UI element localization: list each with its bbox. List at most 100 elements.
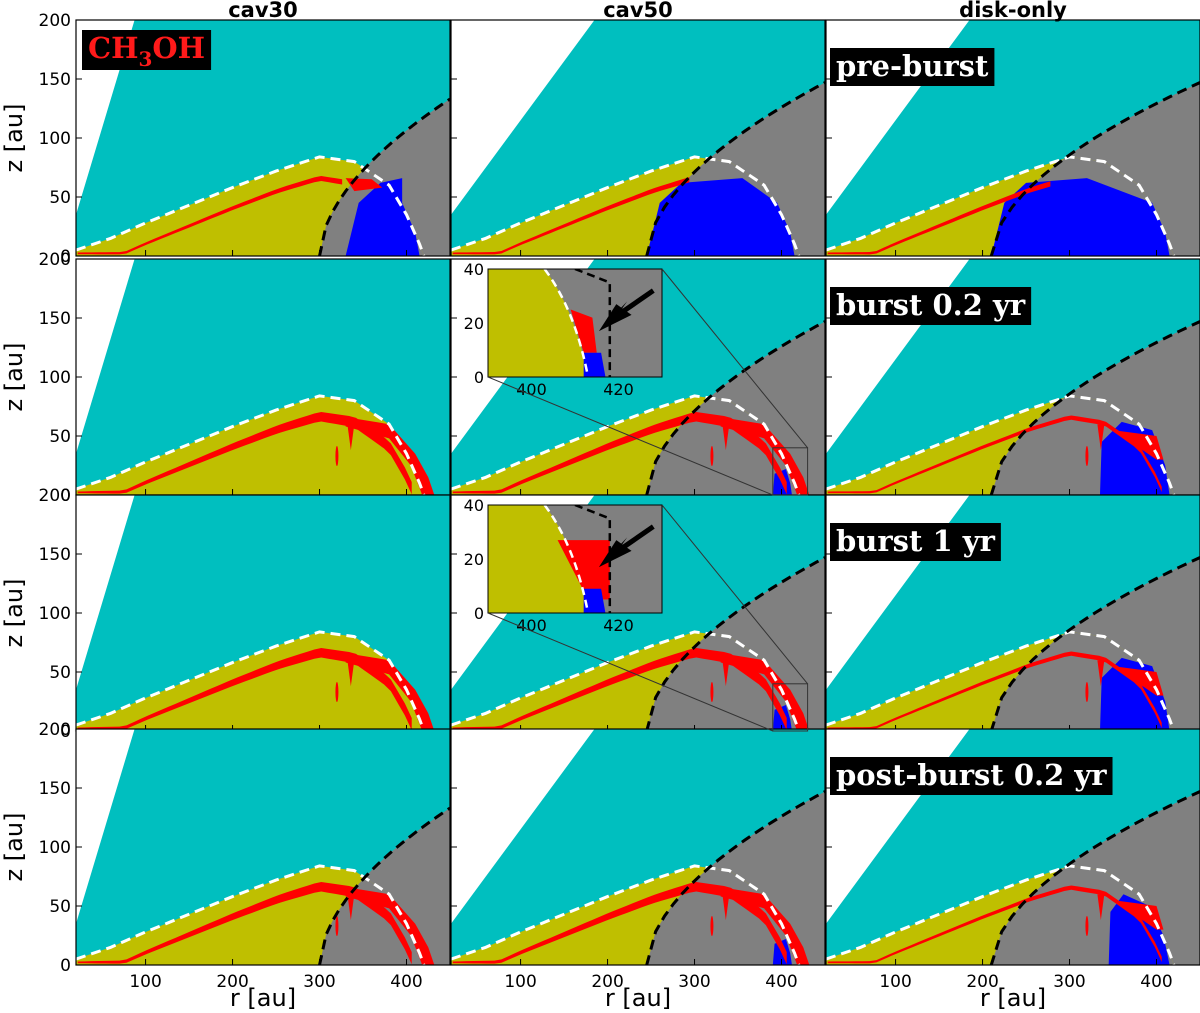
- column-title-0: cav30: [228, 0, 298, 22]
- x-tick-label: 400: [765, 972, 797, 992]
- panel-r0-c1: [450, 19, 826, 257]
- cavity-boundary-line: [645, 320, 825, 495]
- ice-region: [345, 178, 420, 256]
- x-tick-label: 200: [966, 972, 998, 992]
- inset-ice: [583, 588, 606, 613]
- y-tick-label: 100: [39, 604, 71, 624]
- methanol-rim: [720, 887, 810, 965]
- methanol-spike: [347, 424, 355, 451]
- methanol-band: [827, 181, 1051, 255]
- methanol-rim: [1113, 666, 1164, 696]
- methanol-spike: [1085, 916, 1089, 937]
- y-tick-label: 0: [60, 722, 71, 742]
- x-tick-label: 300: [1053, 972, 1085, 992]
- cavity-boundary-line: [645, 790, 825, 965]
- row-tag-3: post-burst 0.2 yr: [836, 758, 1107, 792]
- disk-surface-line: [76, 864, 426, 965]
- panel-r2-c0: 0 50 100 150 200: [39, 486, 451, 742]
- methanol-rim: [345, 653, 435, 731]
- inset-x-tick-label: 400: [516, 616, 547, 635]
- inset-ice: [583, 352, 606, 377]
- methanol-rim: [1113, 900, 1164, 930]
- row-tag-2: burst 1 yr: [836, 524, 996, 558]
- inset-frame: [487, 268, 663, 378]
- methanol-spike: [722, 894, 730, 921]
- cavity-region: [76, 259, 135, 454]
- cavity-boundary-line: [645, 81, 825, 256]
- inset-arrow-head: [598, 540, 632, 568]
- cavity-region: [451, 729, 595, 924]
- methanol-rim: [345, 417, 435, 495]
- y-tick-label: 0: [60, 956, 71, 976]
- ice-region: [1108, 894, 1170, 965]
- x-tick-label: 400: [1140, 972, 1172, 992]
- inset-x-tick-label: 420: [603, 380, 634, 399]
- disk-surface-line: [451, 864, 801, 965]
- inset-x-tick-label: 400: [516, 380, 547, 399]
- column-title-1: cav50: [603, 0, 673, 22]
- column-title-2: disk-only: [959, 0, 1067, 22]
- disk-surface-line: [76, 155, 426, 256]
- x-axis-label-2: r [au]: [980, 984, 1046, 1012]
- row-tag-box: [830, 287, 1032, 325]
- y-tick-label: 150: [39, 309, 71, 329]
- methanol-spike: [1097, 660, 1105, 687]
- y-tick-label: 50: [49, 188, 71, 208]
- methanol-spike: [335, 682, 339, 703]
- methanol-spike: [1097, 424, 1105, 451]
- methanol-spike: [722, 424, 730, 451]
- y-tick-label: 150: [39, 545, 71, 565]
- zoom-box: [772, 683, 809, 732]
- inset-disk: [488, 269, 589, 377]
- methanol-spike: [722, 660, 730, 687]
- x-axis-label-1: r [au]: [605, 984, 671, 1012]
- x-tick-label: 100: [504, 972, 536, 992]
- y-tick-label: 200: [39, 486, 71, 506]
- species-label-box: [82, 30, 212, 70]
- methanol-spike: [347, 894, 355, 921]
- panel-r3-c1: 100 200 300 400: [450, 728, 826, 992]
- inset-x-tick-label: 420: [603, 616, 634, 635]
- methanol-spike: [335, 916, 339, 937]
- x-tick-label: 100: [879, 972, 911, 992]
- inset-frame: [487, 504, 663, 614]
- y-axis-label-0: z [au]: [0, 104, 28, 173]
- methanol-spike: [710, 446, 714, 467]
- inset-y-tick-label: 0: [474, 604, 484, 623]
- methanol-rim: [1113, 430, 1164, 460]
- disk-surface-line: [826, 630, 1176, 731]
- cavity-boundary-line: [989, 790, 1200, 965]
- inset-arrow-head: [598, 304, 632, 332]
- y-axis-label-1: z [au]: [0, 343, 28, 412]
- inset-y-tick-label: 0: [474, 368, 484, 387]
- disk-surface-line: [76, 630, 426, 731]
- methanol-spike: [1085, 682, 1089, 703]
- methanol-spike: [335, 446, 339, 467]
- disk-surface-line: [76, 394, 426, 495]
- y-tick-label: 100: [39, 368, 71, 388]
- panel-r0-c2: [825, 19, 1200, 257]
- methanol-rim: [345, 887, 435, 965]
- disk-surface-line: [451, 155, 801, 256]
- inset-disk: [488, 505, 589, 613]
- cavity-boundary-line: [989, 320, 1200, 495]
- y-tick-label: 0: [60, 247, 71, 267]
- cavity-region: [451, 20, 595, 215]
- methanol-rim: [720, 417, 810, 495]
- species-label: CH3OH: [88, 31, 205, 71]
- methanol-spike: [710, 916, 714, 937]
- disk-surface-line: [451, 630, 801, 731]
- cavity-boundary-line: [989, 556, 1200, 731]
- row-tag-box: [830, 523, 1001, 561]
- y-tick-label: 200: [39, 720, 71, 740]
- row-tag-1: burst 0.2 yr: [836, 288, 1026, 322]
- methanol-rim: [720, 653, 810, 731]
- row-tag-box: [830, 757, 1113, 795]
- cavity-boundary-line: [318, 806, 450, 965]
- x-tick-label: 300: [303, 972, 335, 992]
- panel-r3-c0: 100 200 300 400 0 50 100 150 200: [39, 720, 451, 992]
- x-axis-label-0: r [au]: [230, 984, 296, 1012]
- zoom-box: [772, 447, 809, 496]
- disk-surface-line: [451, 394, 801, 495]
